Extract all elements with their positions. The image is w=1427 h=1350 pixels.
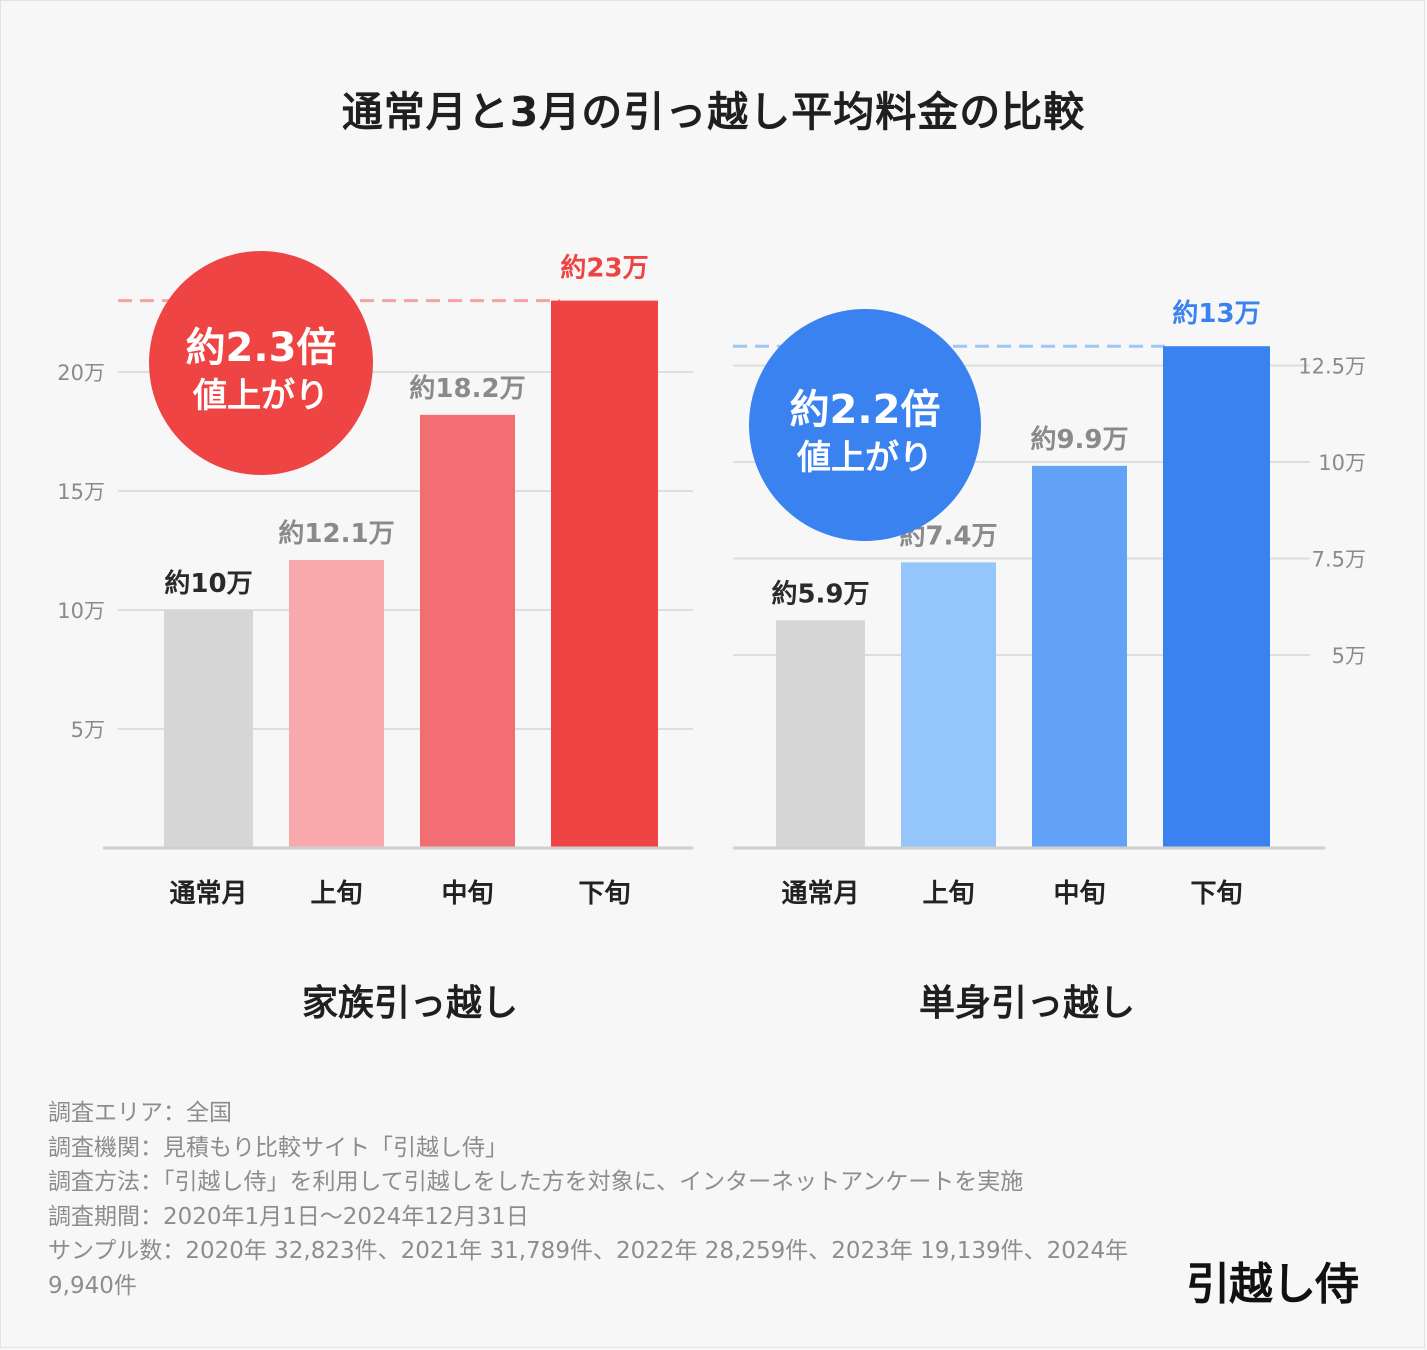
- family-y-tick-label: 10万: [57, 599, 105, 623]
- family-value-label-2: 約18.2万: [409, 373, 525, 404]
- survey-notes: 調査エリア：全国 調査機関：見積もり比較サイト「引越し侍」 調査方法：「引越し侍…: [48, 1096, 1148, 1303]
- family-value-label-1: 約12.1万: [278, 518, 394, 549]
- family-category-label-2: 中旬: [441, 879, 493, 909]
- single-bar-2: [1032, 465, 1127, 848]
- note-method: 調査方法：「引越し侍」を利用して引越しをした方を対象に、インターネットアンケート…: [48, 1169, 1024, 1195]
- single-y-tick-label: 10万: [1318, 451, 1366, 475]
- family-value-label-3: 約23万: [560, 253, 648, 284]
- single-category-label-0: 通常月: [781, 879, 859, 909]
- single-category-label-2: 中旬: [1053, 879, 1105, 909]
- family-category-label-0: 通常月: [169, 879, 247, 909]
- single-badge-multiplier: 約2.2倍: [790, 387, 941, 433]
- single-value-label-3: 約13万: [1172, 298, 1260, 329]
- family-bar-2: [420, 414, 515, 848]
- family-panel-title: 家族引っ越し: [302, 983, 518, 1024]
- family-badge-multiplier: 約2.3倍: [186, 325, 337, 371]
- single-y-tick-label: 12.5万: [1298, 355, 1366, 379]
- family-bar-3: [551, 300, 658, 849]
- single-category-label-1: 上旬: [922, 879, 974, 909]
- note-period: 調査期間：2020年1月1日～2024年12月31日: [48, 1203, 529, 1230]
- note-area: 調査エリア：全国: [48, 1100, 232, 1126]
- note-organization: 調査機関：見積もり比較サイト「引越し侍」: [48, 1134, 508, 1161]
- single-value-label-2: 約9.9万: [1030, 424, 1128, 455]
- family-y-tick-label: 15万: [57, 480, 105, 504]
- brand-logo: 引越し侍: [1186, 1259, 1359, 1310]
- single-bar-3: [1163, 346, 1270, 848]
- charts-area: 5万10万15万20万約10万通常月約12.1万上旬約18.2万中旬約23万下旬…: [57, 251, 1366, 1024]
- single-value-label-0: 約5.9万: [771, 578, 869, 609]
- family-category-label-3: 下旬: [578, 879, 630, 909]
- family-category-label-1: 上旬: [310, 879, 362, 909]
- single-bar-0: [776, 620, 865, 848]
- single-y-tick-label: 5万: [1332, 644, 1366, 668]
- family-bar-1: [289, 560, 384, 848]
- family-badge-circle: [149, 251, 373, 475]
- single-y-tick-label: 7.5万: [1312, 548, 1366, 572]
- single-badge-caption: 値上がり: [796, 438, 933, 478]
- single-panel-title: 単身引っ越し: [919, 983, 1135, 1024]
- family-y-tick-label: 20万: [57, 361, 105, 385]
- single-category-label-3: 下旬: [1190, 879, 1242, 909]
- family-y-tick-label: 5万: [71, 718, 105, 742]
- page-title: 通常月と3月の引っ越し平均料金の比較: [341, 88, 1086, 136]
- family-badge-caption: 値上がり: [192, 376, 329, 416]
- family-bar-0: [164, 610, 253, 848]
- single-badge-circle: [749, 309, 981, 541]
- note-sample-size: サンプル数：2020年 32,823件、2021年 31,789件、2022年 …: [48, 1238, 1129, 1299]
- family-value-label-0: 約10万: [164, 568, 252, 599]
- single-bar-1: [901, 562, 996, 848]
